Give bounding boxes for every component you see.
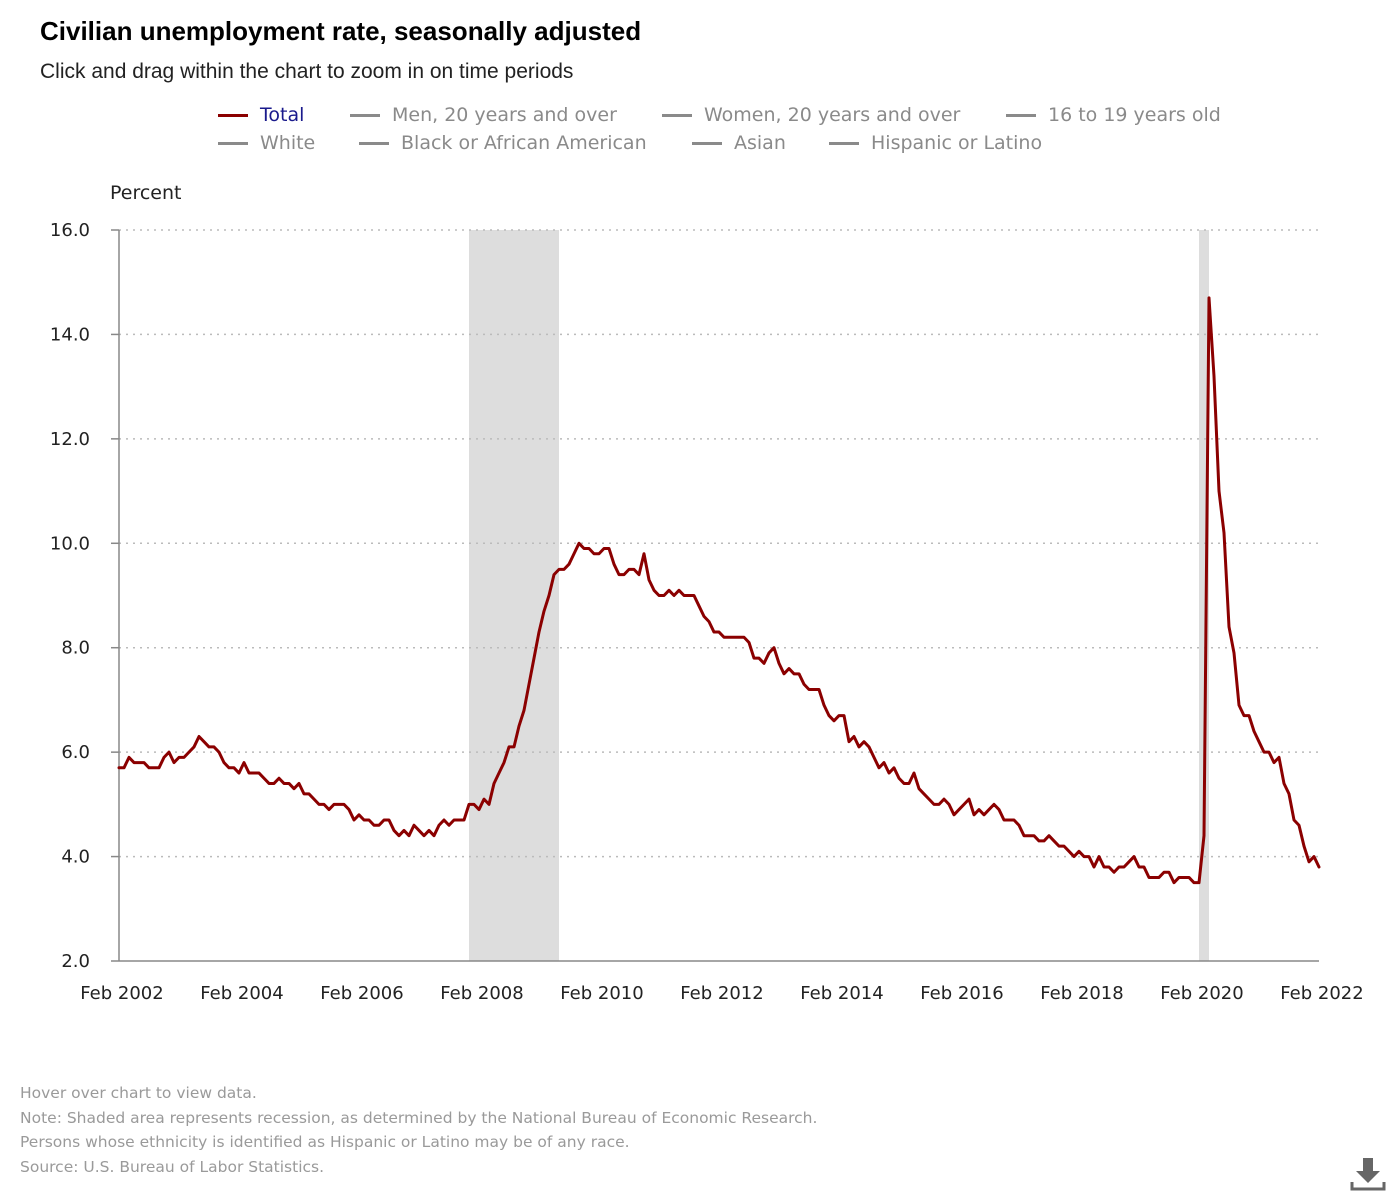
x-tick-label: Feb 2020: [1160, 983, 1243, 1004]
legend-item-hispanic[interactable]: Hispanic or Latino: [829, 132, 1042, 154]
x-tick-label: Feb 2006: [320, 983, 403, 1004]
y-axis-label: Percent: [110, 182, 182, 204]
x-tick-label: Feb 2016: [920, 983, 1003, 1004]
legend-label: White: [260, 132, 316, 154]
x-tick-label: Feb 2004: [200, 983, 283, 1004]
legend-swatch: [1006, 113, 1036, 117]
x-tick-label: Feb 2014: [800, 983, 883, 1004]
legend-swatch: [359, 141, 389, 145]
series-line-total: [117, 296, 1321, 885]
x-tick-label: Feb 2012: [680, 983, 763, 1004]
note-ethnicity: Persons whose ethnicity is identified as…: [20, 1133, 630, 1151]
note-recession: Note: Shaded area represents recession, …: [20, 1108, 818, 1127]
axes: [111, 229, 1319, 962]
legend-item-women-20-over[interactable]: Women, 20 years and over: [662, 104, 960, 126]
legend-item-men-20-over[interactable]: Men, 20 years and over: [350, 104, 617, 126]
y-tick-label: 4.0: [61, 847, 90, 868]
y-tick-label: 2.0: [61, 951, 90, 972]
legend-item-white[interactable]: White: [218, 132, 315, 154]
recession-band: [469, 230, 559, 961]
x-tick-label: Feb 2022: [1280, 983, 1363, 1004]
x-tick-labels: Feb 2002 Feb 2004 Feb 2006 Feb 2008 Feb 2010…: [80, 983, 1363, 1004]
legend-swatch: [350, 113, 380, 117]
legend-label: Men, 20 years and over: [392, 104, 617, 126]
y-tick-label: 16.0: [50, 220, 90, 241]
legend-item-black[interactable]: Black or African American: [359, 132, 647, 154]
legend-swatch: [218, 141, 248, 145]
note-hover: Hover over chart to view data.: [20, 1084, 257, 1102]
legend-label: Black or African American: [401, 132, 647, 154]
y-tick-label: 12.0: [50, 429, 90, 450]
legend-item-asian[interactable]: Asian: [692, 132, 786, 154]
legend-label: 16 to 19 years old: [1048, 104, 1221, 126]
legend-label: Asian: [734, 132, 786, 154]
chart-title: Civilian unemployment rate, seasonally a…: [40, 16, 642, 46]
legend-item-16-to-19[interactable]: 16 to 19 years old: [1006, 104, 1221, 126]
legend-row-2: White Black or African American Asian Hi…: [0, 132, 1400, 160]
x-tick-label: Feb 2002: [80, 983, 163, 1004]
legend-label: Hispanic or Latino: [871, 132, 1043, 154]
gridlines: [119, 229, 1319, 858]
y-tick-labels: 2.0 4.0 6.0 8.0 10.0 12.0 14.0 16.0: [50, 220, 90, 972]
legend-swatch: [662, 113, 692, 117]
series-layer: [117, 296, 1321, 885]
chart-subtitle: Click and drag within the chart to zoom …: [40, 60, 574, 83]
note-source: Source: U.S. Bureau of Labor Statistics.: [20, 1157, 325, 1176]
legend-label: Women, 20 years and over: [704, 104, 961, 126]
y-tick-label: 14.0: [50, 324, 90, 345]
x-tick-label: Feb 2018: [1040, 983, 1123, 1004]
legend-swatch: [218, 113, 248, 117]
legend-swatch: [692, 141, 722, 145]
x-tick-label: Feb 2008: [440, 983, 523, 1004]
legend-item-total[interactable]: Total: [218, 104, 304, 126]
chart-plot-area[interactable]: 2.04.06.08.010.012.014.016.0 Feb 2002 Feb…: [0, 170, 1400, 1020]
legend-swatch: [829, 141, 859, 145]
recession-band: [1199, 230, 1209, 961]
legend-label: Total: [260, 104, 305, 126]
y-tick-label: 10.0: [50, 533, 90, 554]
legend-row-1: Total Men, 20 years and over Women, 20 y…: [0, 104, 1400, 132]
download-icon[interactable]: [1350, 1156, 1386, 1192]
y-tick-label: 6.0: [61, 742, 90, 763]
y-tick-label: 8.0: [61, 638, 90, 659]
recession-shading: [469, 230, 1209, 961]
chart-notes: Hover over chart to view data. Note: Sha…: [20, 1081, 817, 1179]
x-tick-label: Feb 2010: [560, 983, 643, 1004]
